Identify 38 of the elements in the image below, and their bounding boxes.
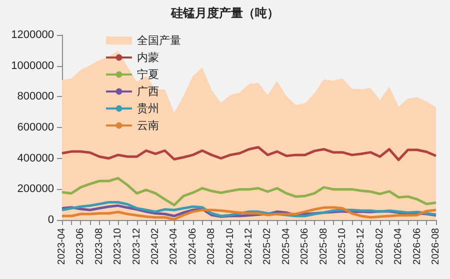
x-tick-label: 2026-08 <box>430 228 442 265</box>
x-tick-label: 2025-04 <box>280 228 292 265</box>
y-tick-label: 400000 <box>17 152 54 164</box>
legend-label: 广西 <box>137 85 159 98</box>
x-tick-label: 2025-10 <box>337 228 348 265</box>
x-tick-label: 2023-12 <box>131 228 142 265</box>
x-tick-label: 2026-02 <box>374 228 386 265</box>
x-tick-label: 2023-10 <box>112 228 124 265</box>
y-tick-label: 800000 <box>17 90 54 103</box>
y-tick-label: 0 <box>48 214 54 226</box>
legend-label: 云南 <box>137 119 159 132</box>
x-tick-label: 2023-06 <box>75 228 86 265</box>
line-series <box>60 146 438 162</box>
y-tick-label: 200000 <box>17 183 54 196</box>
line-series <box>60 201 438 218</box>
x-tick-label: 2023-04 <box>56 228 68 265</box>
x-tick-label: 2026-04 <box>393 228 404 265</box>
x-tick-label: 2025-12 <box>356 228 367 265</box>
legend-label: 宁夏 <box>137 68 159 81</box>
x-tick-label: 2024-02 <box>150 228 161 265</box>
y-tick-label: 600000 <box>17 122 54 134</box>
x-tick-label: 2023-08 <box>94 228 105 265</box>
x-tick-label: 2024-12 <box>244 228 254 265</box>
x-tick-label: 2025-08 <box>318 228 330 265</box>
legend-label: 贵州 <box>137 102 159 115</box>
x-tick-label: 2025-02 <box>262 228 274 265</box>
legend-label: 内蒙 <box>137 51 159 64</box>
line-series <box>60 176 438 206</box>
x-tick-label: 2024-08 <box>206 228 218 265</box>
x-tick-label: 2024-06 <box>187 228 198 265</box>
y-tick-label: 1000000 <box>11 60 54 72</box>
x-tick-label: 2024-04 <box>168 228 180 265</box>
x-tick-label: 2026-06 <box>412 228 423 265</box>
legend-label: 全国产量 <box>137 34 181 47</box>
x-tick-label: 2025-06 <box>300 228 311 265</box>
y-tick-label: 1200000 <box>11 29 54 41</box>
x-tick-label: 2024-10 <box>224 228 236 265</box>
chart-title: 硅锰月度产量（吨） <box>170 6 279 20</box>
